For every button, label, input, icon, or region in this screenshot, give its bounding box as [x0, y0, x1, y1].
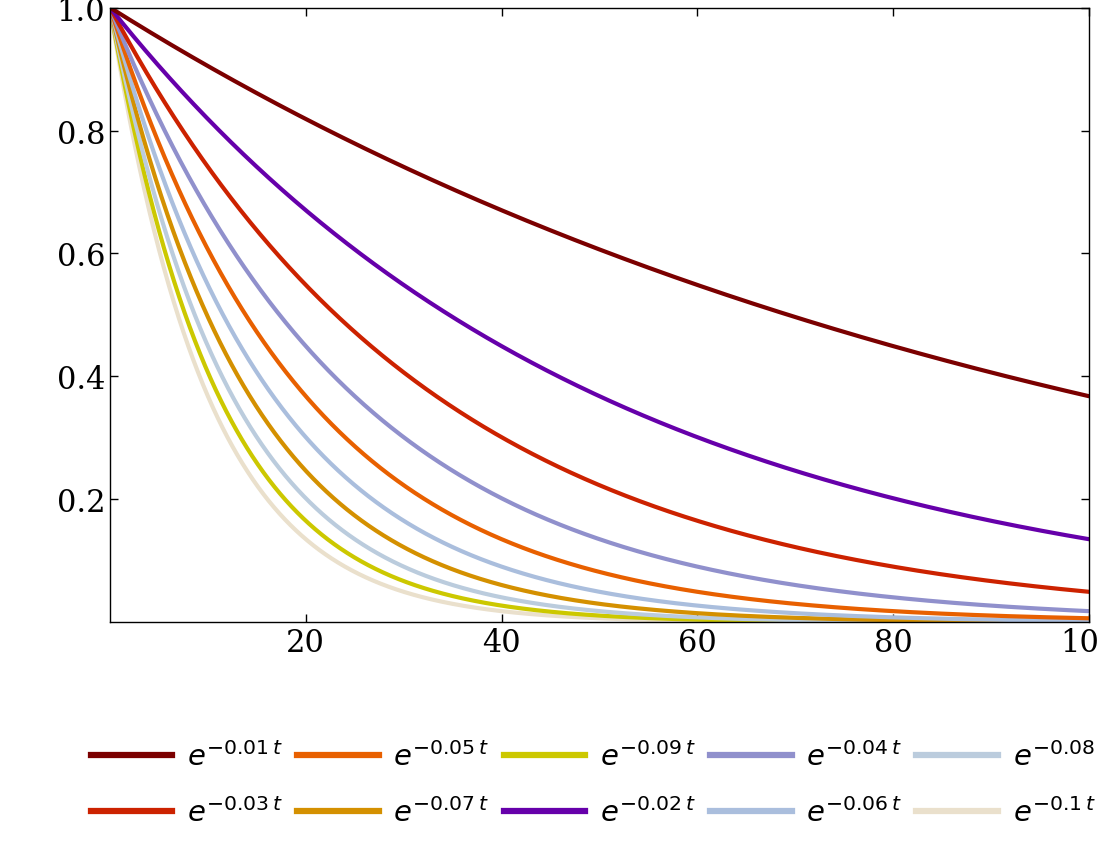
Legend: $\mathit{e}^{-0.01\,t}$, $\mathit{e}^{-0.03\,t}$, $\mathit{e}^{-0.05\,t}$, $\mat: $\mathit{e}^{-0.01\,t}$, $\mathit{e}^{-0…	[79, 729, 1100, 838]
